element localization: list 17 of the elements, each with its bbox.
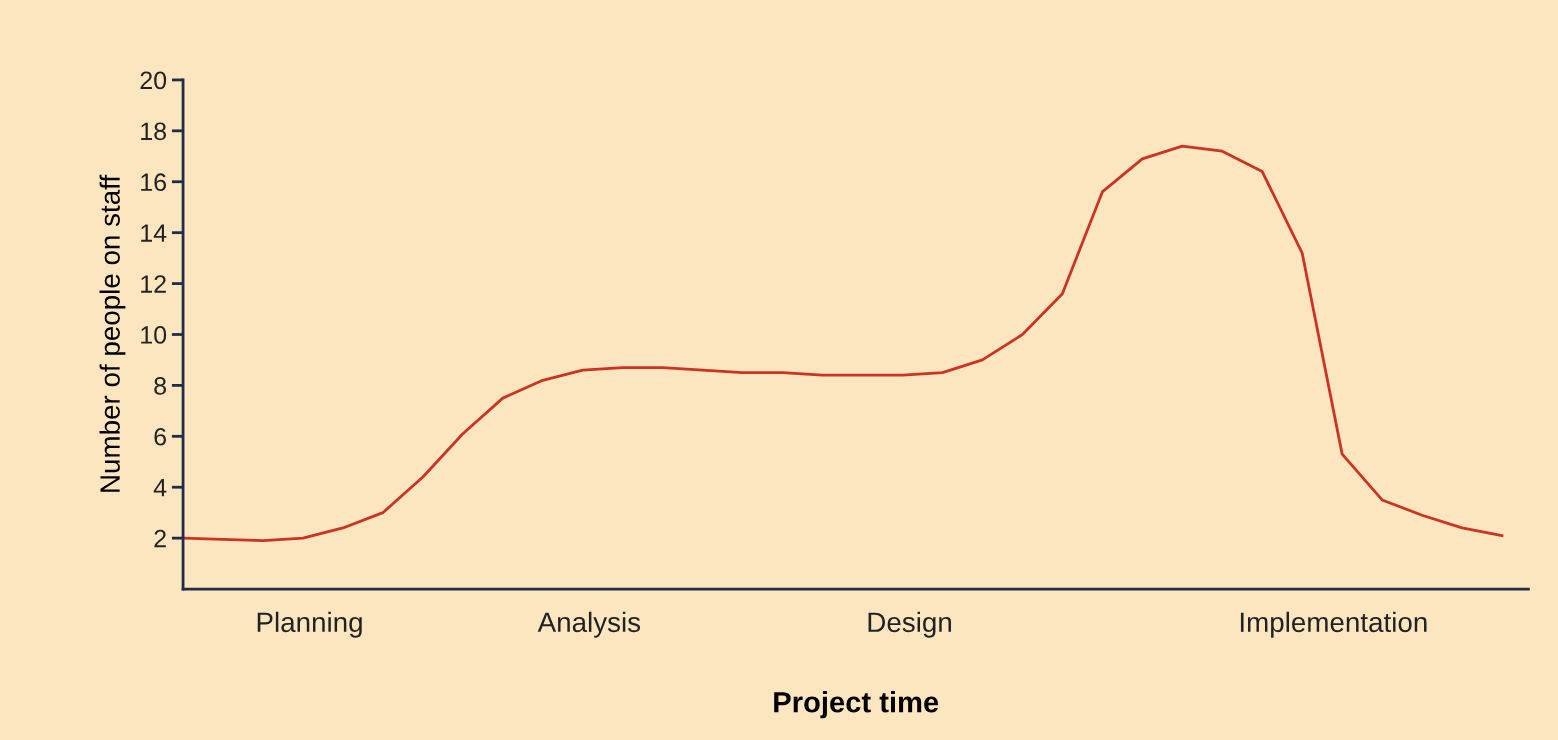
y-axis-title: Number of people on staff: [99, 174, 126, 492]
line-series: [183, 144, 1504, 543]
text: Implementation: [1240, 611, 1427, 638]
y-tick-label: 14: [141, 224, 167, 242]
text: Analysis: [537, 611, 641, 638]
y-tick-label: 6: [154, 427, 166, 446]
y-tick-label: 4: [153, 479, 167, 497]
y-tick-label: 2: [154, 529, 166, 548]
text: Design: [868, 611, 951, 638]
text: Planning: [257, 611, 362, 638]
y-tick-label: 10: [141, 326, 167, 344]
y-tick-label: 12: [141, 275, 166, 293]
y-tick-label: 20: [140, 71, 167, 90]
y-tick-label: 18: [141, 122, 167, 141]
y-tick-label: 8: [154, 376, 167, 395]
y-tick-label: 16: [141, 173, 166, 192]
x-axis-title: Project time: [774, 691, 939, 719]
